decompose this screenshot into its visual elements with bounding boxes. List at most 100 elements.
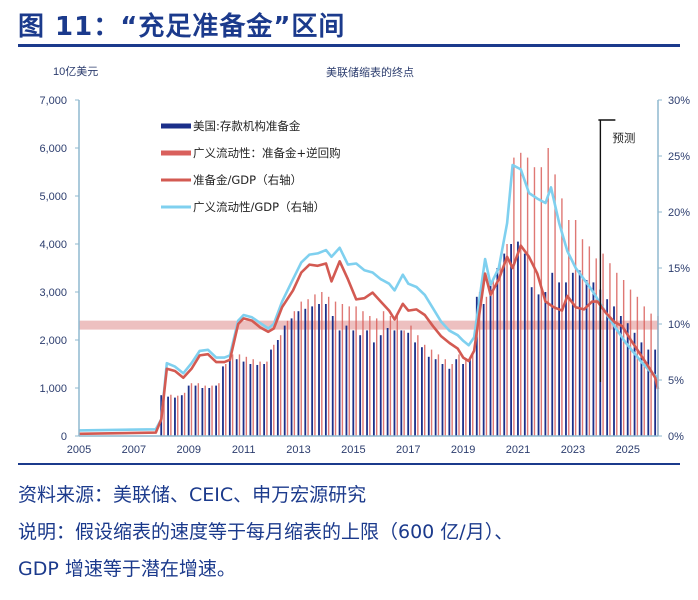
right-tick-label: 15% xyxy=(668,263,690,275)
bar-broad-liquidity xyxy=(561,198,563,436)
bar-reserves xyxy=(585,280,588,436)
bar-broad-liquidity xyxy=(238,354,241,436)
bar-reserves xyxy=(633,332,636,436)
x-tick-label: 2017 xyxy=(396,444,420,456)
bar-reserves xyxy=(324,304,327,436)
bar-broad-liquidity xyxy=(389,316,392,436)
bar-reserves xyxy=(345,325,348,436)
x-tick-label: 2025 xyxy=(616,444,640,456)
bar-broad-liquidity xyxy=(266,361,268,436)
bar-reserves xyxy=(421,347,423,436)
bar-broad-liquidity xyxy=(293,311,296,436)
bar-broad-liquidity xyxy=(650,313,652,436)
bar-reserves xyxy=(544,292,547,436)
bar-broad-liquidity xyxy=(513,157,515,436)
note-line-1: 说明：假设缩表的速度等于每月缩表的上限（600 亿/月）、 xyxy=(18,521,514,543)
bar-broad-liquidity xyxy=(478,292,481,436)
bar-reserves xyxy=(496,268,499,436)
forecast-label: 预测 xyxy=(612,131,635,145)
chart: 10亿美元 美联储缩表的终点 0 1,000 2,000 3,000 4,000 5,00… xyxy=(39,65,690,456)
bar-reserves xyxy=(235,359,238,436)
bar-broad-liquidity xyxy=(286,320,289,436)
bar-broad-liquidity xyxy=(602,253,604,436)
bar-broad-liquidity xyxy=(231,354,234,436)
bar-broad-liquidity xyxy=(465,359,467,436)
bar-broad-liquidity xyxy=(382,311,385,436)
bar-reserves xyxy=(263,364,266,436)
title-rule xyxy=(18,44,680,47)
bar-broad-liquidity xyxy=(307,299,309,436)
bar-reserves xyxy=(626,323,629,436)
bar-reserves xyxy=(372,342,375,436)
source-text: 资料来源：美联储、CEIC、申万宏源研究 xyxy=(18,484,367,506)
bar-broad-liquidity xyxy=(355,306,357,436)
bar-reserves xyxy=(482,304,485,436)
bar-reserves xyxy=(489,284,492,436)
bar-reserves xyxy=(565,282,567,436)
bar-reserves xyxy=(448,368,451,436)
right-tick-label: 10% xyxy=(668,319,690,331)
bar-broad-liquidity xyxy=(547,148,549,436)
bar-reserves xyxy=(167,396,169,436)
bar-reserves xyxy=(194,385,197,436)
bar-broad-liquidity xyxy=(499,258,501,436)
bar-reserves xyxy=(592,282,595,436)
x-tick-label: 2009 xyxy=(177,444,201,456)
bar-reserves xyxy=(366,330,368,436)
bar-reserves xyxy=(551,272,554,436)
bar-broad-liquidity xyxy=(225,364,227,436)
legend-label: 广义流动性：准备金+逆回购 xyxy=(193,146,341,160)
bar-reserves xyxy=(208,388,211,436)
bar-reserves xyxy=(386,328,389,436)
bar-broad-liquidity xyxy=(430,349,433,436)
bar-broad-liquidity xyxy=(273,344,275,436)
bar-reserves xyxy=(379,335,382,436)
bar-broad-liquidity xyxy=(526,157,529,436)
bar-broad-liquidity xyxy=(472,354,474,436)
x-tick-label: 2011 xyxy=(232,444,256,456)
bar-reserves xyxy=(222,366,224,436)
bar-broad-liquidity xyxy=(437,354,440,436)
left-tick-label: 4,000 xyxy=(39,239,67,251)
bar-reserves xyxy=(400,330,403,436)
right-tick-label: 20% xyxy=(668,207,690,219)
bar-reserves xyxy=(434,359,437,436)
bar-broad-liquidity xyxy=(444,359,446,436)
right-tick-label: 30% xyxy=(668,95,690,107)
bar-broad-liquidity xyxy=(348,306,350,436)
bar-reserves xyxy=(242,361,245,436)
bar-reserves xyxy=(558,282,561,436)
bar-reserves xyxy=(201,388,204,436)
bar-reserves xyxy=(427,356,430,436)
legend-label: 准备金/GDP（右轴） xyxy=(193,173,302,187)
bar-reserves xyxy=(352,330,355,436)
legend-label: 广义流动性/GDP（右轴） xyxy=(193,200,325,214)
bar-reserves xyxy=(441,364,444,436)
bar-broad-liquidity xyxy=(485,296,488,436)
legend-swatch xyxy=(161,123,191,129)
bar-broad-liquidity xyxy=(211,385,213,436)
bar-broad-liquidity xyxy=(643,306,645,436)
bar-broad-liquidity xyxy=(595,258,597,436)
bar-broad-liquidity xyxy=(622,280,625,436)
bar-broad-liquidity xyxy=(314,294,316,436)
bar-broad-liquidity xyxy=(375,318,378,436)
bar-reserves xyxy=(530,287,533,436)
bar-broad-liquidity xyxy=(568,220,570,436)
bar-reserves xyxy=(647,349,650,436)
bar-reserves xyxy=(578,270,581,436)
bar-broad-liquidity xyxy=(520,152,522,437)
bar-broad-liquidity xyxy=(279,335,282,436)
bar-broad-liquidity xyxy=(362,311,364,436)
bar-reserves xyxy=(311,306,314,436)
bar-broad-liquidity xyxy=(327,296,330,436)
line-broad-liquidity-gdp xyxy=(78,163,659,432)
bar-broad-liquidity xyxy=(540,167,543,436)
bar-reserves xyxy=(503,253,506,436)
bar-reserves xyxy=(270,349,272,436)
bar-broad-liquidity xyxy=(170,394,172,436)
note-line-2: GDP 增速等于潜在增速。 xyxy=(18,558,236,580)
left-tick-label: 0 xyxy=(61,431,67,443)
bar-reserves xyxy=(331,316,334,436)
bar-reserves xyxy=(215,385,218,436)
